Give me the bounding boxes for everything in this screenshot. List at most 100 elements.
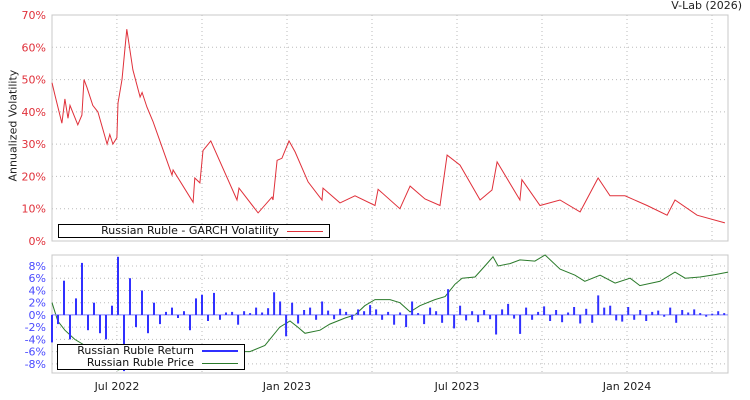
return-bar xyxy=(717,311,720,315)
return-bar xyxy=(705,314,708,317)
return-bar xyxy=(465,314,468,321)
return-bar xyxy=(87,314,89,331)
legend-swatch-return xyxy=(202,350,238,352)
returns-legend: Russian Ruble Return Russian Ruble Price xyxy=(57,344,245,370)
return-bar xyxy=(501,309,504,315)
legend-label: Russian Ruble - GARCH Volatility xyxy=(101,224,279,237)
return-bar xyxy=(411,301,414,315)
return-bar xyxy=(201,294,203,315)
x-tick-label: Jan 2024 xyxy=(602,380,651,393)
return-bar xyxy=(627,307,630,315)
y-tick-label: -2% xyxy=(25,321,46,334)
y-tick-label: 0% xyxy=(29,309,46,322)
return-bar xyxy=(357,309,360,315)
return-bar xyxy=(177,314,179,318)
y-tick-label: 10% xyxy=(22,203,46,216)
return-bar xyxy=(651,311,654,315)
return-bar xyxy=(291,302,294,315)
y-tick-label: 6% xyxy=(29,272,46,285)
return-bar xyxy=(453,314,456,329)
return-bar xyxy=(81,262,83,315)
return-bar xyxy=(363,311,366,315)
x-tick-label: Jul 2022 xyxy=(94,380,140,393)
return-bar xyxy=(459,305,462,315)
return-bar xyxy=(633,314,636,320)
return-bar xyxy=(339,308,342,315)
return-bar xyxy=(219,314,221,320)
credit-label: V-Lab (2026) xyxy=(671,0,742,12)
return-bar xyxy=(129,278,131,315)
return-bar xyxy=(375,309,378,315)
return-bar xyxy=(309,307,312,315)
return-bar xyxy=(57,314,59,325)
return-bar xyxy=(597,295,600,315)
y-tick-label: 30% xyxy=(22,138,46,151)
returns-plot-frame xyxy=(51,254,729,374)
return-bar xyxy=(639,310,642,315)
return-bar xyxy=(327,310,330,315)
return-bar xyxy=(561,314,564,323)
legend-swatch-volatility xyxy=(287,230,323,232)
return-bar xyxy=(117,256,119,315)
return-bar xyxy=(153,302,155,315)
return-bar xyxy=(567,312,570,315)
return-bar xyxy=(99,314,101,334)
y-tick-label: 40% xyxy=(22,106,46,119)
return-bar xyxy=(399,312,402,315)
return-bar xyxy=(525,307,528,315)
legend-entry-volatility: Russian Ruble - GARCH Volatility xyxy=(59,225,329,237)
return-bar xyxy=(315,314,318,320)
y-tick-label: 0% xyxy=(29,235,46,248)
return-bar xyxy=(615,314,618,321)
y-tick-label: 20% xyxy=(22,170,46,183)
return-bar xyxy=(681,310,684,315)
return-bar xyxy=(519,314,522,334)
return-bar xyxy=(405,314,408,328)
return-bar xyxy=(207,314,209,321)
return-bar xyxy=(621,314,624,322)
legend-label: Russian Ruble Price xyxy=(86,356,194,369)
return-bar xyxy=(417,313,420,315)
return-bar xyxy=(489,314,492,320)
return-bar xyxy=(369,305,372,315)
return-bar xyxy=(285,314,288,337)
y-tick-label: 60% xyxy=(22,41,46,54)
return-bar xyxy=(423,314,426,325)
return-bar xyxy=(657,310,660,315)
return-bar xyxy=(687,312,690,315)
return-bar xyxy=(213,292,215,315)
return-bar xyxy=(111,305,113,315)
volatility-line xyxy=(51,29,726,224)
return-bar xyxy=(513,314,516,319)
y-tick-label: 70% xyxy=(22,9,46,22)
return-bar xyxy=(141,290,143,315)
return-bar xyxy=(273,292,276,315)
return-bar xyxy=(447,289,450,315)
return-bar xyxy=(267,308,270,315)
return-bar xyxy=(243,311,246,315)
return-bar xyxy=(237,314,240,325)
legend-label: Russian Ruble Return xyxy=(77,344,194,357)
y-tick-label: -6% xyxy=(25,346,46,359)
y-tick-label: 4% xyxy=(29,284,46,297)
return-bar xyxy=(105,314,107,340)
return-bar xyxy=(471,311,474,315)
return-bar xyxy=(483,310,486,315)
return-bar xyxy=(297,314,300,324)
return-bar xyxy=(429,307,432,315)
x-tick-label: Jul 2023 xyxy=(434,380,480,393)
return-bar xyxy=(675,314,678,323)
return-bar xyxy=(165,311,167,315)
return-bar xyxy=(435,311,438,315)
legend-swatch-price xyxy=(202,362,238,364)
return-bar xyxy=(645,314,648,321)
return-bar xyxy=(669,307,672,315)
return-bar xyxy=(63,280,65,315)
return-bar xyxy=(585,308,588,315)
return-bar xyxy=(477,314,480,323)
return-bar xyxy=(279,301,282,315)
return-bar xyxy=(135,314,137,328)
return-bar xyxy=(345,311,348,315)
return-bar xyxy=(579,314,582,324)
